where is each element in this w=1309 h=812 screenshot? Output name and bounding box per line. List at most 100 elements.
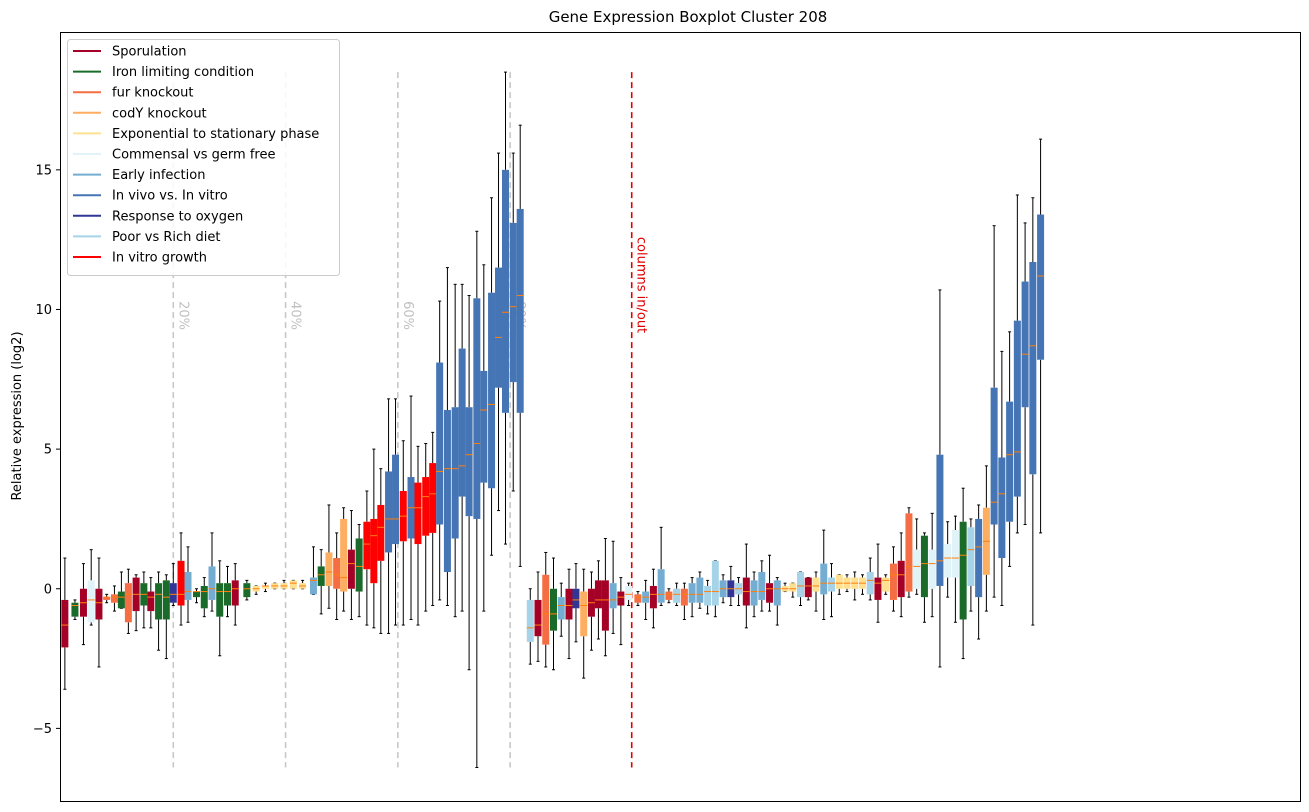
box-item <box>193 588 201 604</box>
box-item <box>299 579 307 590</box>
box-body <box>601 580 609 631</box>
box-body <box>789 583 797 592</box>
box-body <box>169 583 177 603</box>
box-body <box>704 585 712 606</box>
box-item <box>634 591 642 607</box>
box-body <box>385 471 393 553</box>
box-body <box>1029 262 1037 475</box>
box-item <box>889 546 897 612</box>
box-body <box>990 387 998 525</box>
box-item <box>355 524 363 618</box>
box-body <box>928 549 936 589</box>
box-body <box>565 588 573 620</box>
box-body <box>193 591 201 598</box>
box-item <box>587 571 595 651</box>
box-body <box>473 298 481 519</box>
chart-title: Gene Expression Boxplot Cluster 208 <box>549 8 828 26</box>
box-body <box>451 407 459 539</box>
box-item <box>928 512 936 618</box>
legend-label: Response to oxygen <box>112 209 243 224</box>
box-item <box>936 289 944 668</box>
box-body <box>897 560 905 598</box>
box-item <box>480 264 488 612</box>
y-tick-label: 5 <box>44 443 52 458</box>
box-body <box>208 566 216 600</box>
box-item <box>363 490 371 626</box>
box-body <box>580 591 588 637</box>
box-item <box>184 546 192 623</box>
box-item <box>200 577 208 618</box>
box-body <box>495 267 503 388</box>
box-item <box>177 532 185 626</box>
box-item <box>162 574 170 660</box>
box-body <box>665 591 673 600</box>
box-body <box>634 594 642 603</box>
y-tick-label: 15 <box>35 163 52 178</box>
box-item <box>458 283 466 612</box>
box-body <box>363 521 371 570</box>
box-item <box>828 563 836 618</box>
box-item <box>951 515 959 623</box>
box-body <box>998 457 1006 559</box>
box-body <box>243 583 251 598</box>
box-item <box>882 574 890 595</box>
box-item <box>657 526 665 607</box>
box-body <box>480 370 488 483</box>
box-item <box>696 571 704 609</box>
box-item <box>789 582 797 598</box>
box-body <box>414 482 422 545</box>
box-body <box>392 454 400 545</box>
box-item <box>347 510 355 620</box>
box-item <box>781 582 789 593</box>
legend-label: Commensal vs germ free <box>112 148 275 163</box>
box-body <box>944 544 952 578</box>
box-item <box>488 197 496 556</box>
legend-label: Poor vs Rich diet <box>112 230 220 245</box>
box-body <box>882 577 890 592</box>
box-body <box>370 518 378 584</box>
box-body <box>804 577 812 598</box>
box-item <box>858 574 866 595</box>
box-item <box>975 504 983 640</box>
box-body <box>750 580 758 606</box>
box-item <box>874 543 882 623</box>
box-item <box>155 571 163 651</box>
box-item <box>261 582 269 593</box>
box-item <box>565 568 573 660</box>
box-body <box>812 577 820 592</box>
box-body <box>773 580 781 606</box>
box-body <box>443 410 451 572</box>
box-item <box>169 563 177 607</box>
box-item <box>905 507 913 598</box>
box-item <box>959 487 967 660</box>
box-body <box>103 597 111 600</box>
box-body <box>340 518 348 592</box>
y-axis-label: Relative expression (log2) <box>10 331 25 500</box>
box-item <box>572 563 580 643</box>
box-item <box>719 574 727 604</box>
box-body <box>920 535 928 598</box>
box-item <box>609 540 617 634</box>
box-item <box>526 588 534 665</box>
box-item <box>1006 331 1014 567</box>
box-body <box>797 571 805 598</box>
box-item <box>851 571 859 601</box>
box-body <box>1021 281 1029 408</box>
box-item <box>509 152 517 492</box>
box-body <box>147 591 155 612</box>
box-body <box>617 591 625 606</box>
box-body <box>155 583 163 620</box>
box-item <box>542 551 550 668</box>
box-item <box>132 574 140 632</box>
box-body <box>835 574 843 589</box>
box-body <box>429 463 437 533</box>
box-item <box>843 574 851 593</box>
box-item <box>967 518 975 612</box>
box-body <box>177 560 185 606</box>
box-body <box>913 549 921 589</box>
box-item <box>601 537 609 657</box>
box-body <box>766 583 774 603</box>
box-item <box>866 557 874 601</box>
box-body <box>975 518 983 598</box>
box-item <box>617 577 625 646</box>
